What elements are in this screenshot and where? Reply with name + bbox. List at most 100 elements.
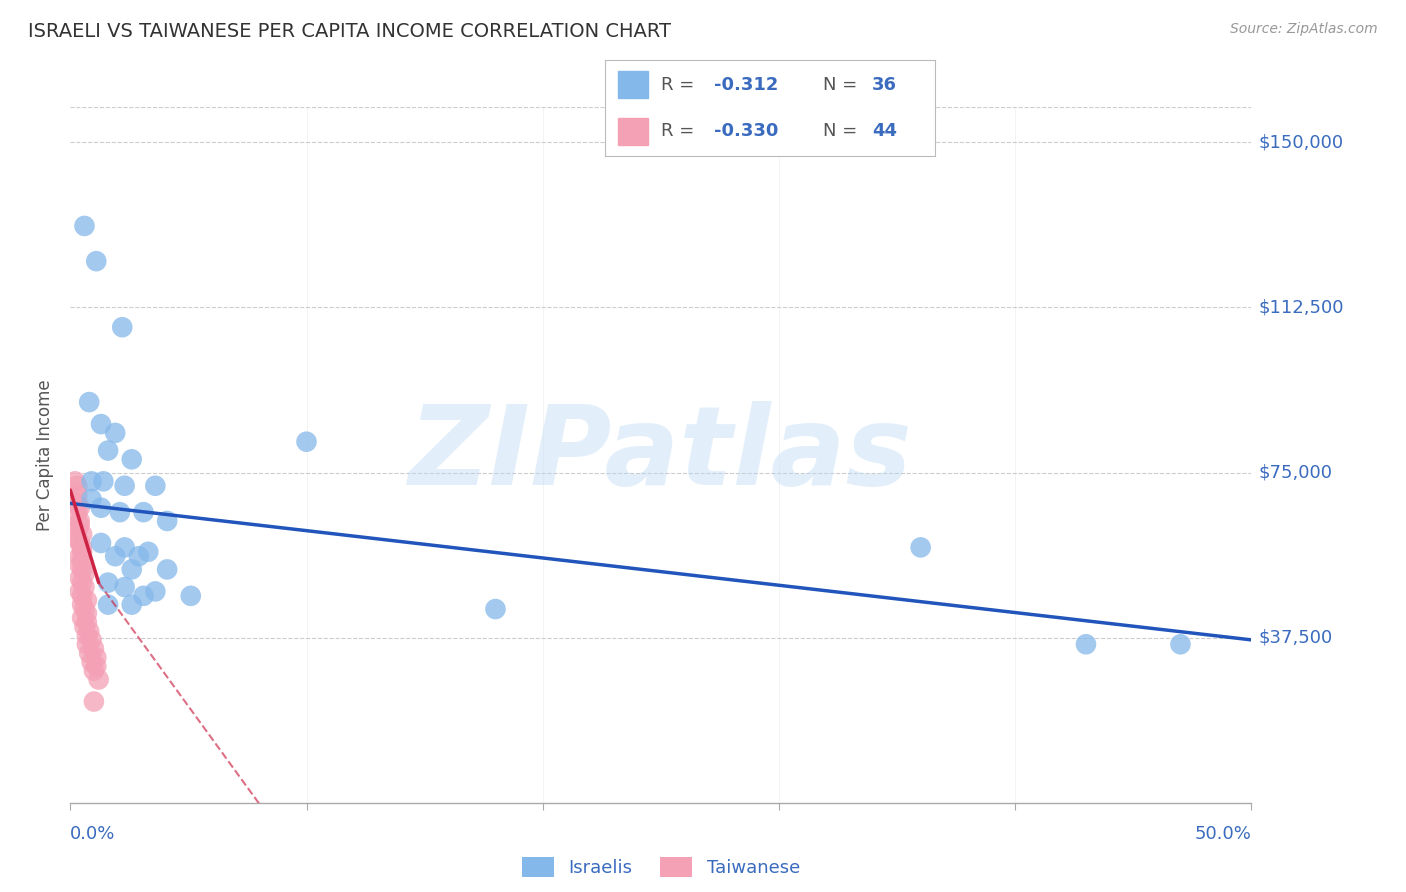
Point <box>73 620 96 634</box>
Point <box>80 475 103 489</box>
Point <box>77 624 100 638</box>
Text: $75,000: $75,000 <box>1258 464 1333 482</box>
Point <box>69 514 91 528</box>
Bar <box>617 71 648 98</box>
Point <box>70 598 93 612</box>
Point <box>132 589 155 603</box>
Text: ZIPatlas: ZIPatlas <box>409 401 912 508</box>
Point <box>90 500 112 515</box>
Point <box>70 553 93 567</box>
Point <box>77 395 100 409</box>
Point <box>84 659 107 673</box>
Point <box>111 320 134 334</box>
Point <box>114 479 136 493</box>
Point <box>121 452 143 467</box>
Point <box>128 549 150 564</box>
Point <box>156 514 179 528</box>
Point <box>69 558 91 572</box>
Point <box>63 475 86 489</box>
Point <box>70 545 93 559</box>
Text: Source: ZipAtlas.com: Source: ZipAtlas.com <box>1230 22 1378 37</box>
Point <box>76 628 98 642</box>
Bar <box>617 118 648 145</box>
Point <box>90 536 112 550</box>
Point <box>66 532 89 546</box>
Point <box>83 641 105 656</box>
Point <box>910 541 932 555</box>
Point <box>97 598 120 612</box>
Text: $150,000: $150,000 <box>1258 133 1344 152</box>
Point <box>76 637 98 651</box>
Point <box>66 505 89 519</box>
Point <box>114 580 136 594</box>
Point <box>84 650 107 665</box>
Point <box>108 505 131 519</box>
Point <box>70 589 93 603</box>
Point <box>93 475 115 489</box>
Point <box>156 562 179 576</box>
Point <box>121 562 143 576</box>
Point <box>1170 637 1192 651</box>
Text: 36: 36 <box>872 76 897 94</box>
Point <box>69 571 91 585</box>
Point <box>90 417 112 431</box>
Text: ISRAELI VS TAIWANESE PER CAPITA INCOME CORRELATION CHART: ISRAELI VS TAIWANESE PER CAPITA INCOME C… <box>28 22 671 41</box>
Text: -0.312: -0.312 <box>714 76 778 94</box>
Point <box>66 487 89 501</box>
Point <box>114 541 136 555</box>
Point <box>97 575 120 590</box>
Point <box>143 479 166 493</box>
Point <box>484 602 506 616</box>
Text: -0.330: -0.330 <box>714 122 778 140</box>
Point <box>73 602 96 616</box>
Point <box>69 584 91 599</box>
Text: 44: 44 <box>872 122 897 140</box>
Point <box>180 589 202 603</box>
Text: N =: N = <box>823 122 863 140</box>
Point <box>76 615 98 630</box>
Point <box>70 562 93 576</box>
Point <box>83 664 105 678</box>
Point <box>73 566 96 581</box>
Point <box>66 496 89 510</box>
Point <box>1074 637 1097 651</box>
Point <box>132 505 155 519</box>
Point <box>104 425 127 440</box>
Point <box>77 646 100 660</box>
Text: N =: N = <box>823 76 863 94</box>
Point <box>70 541 93 555</box>
Point <box>69 549 91 564</box>
Legend: Israelis, Taiwanese: Israelis, Taiwanese <box>515 850 807 884</box>
Point <box>73 219 96 233</box>
Point <box>76 607 98 621</box>
Text: R =: R = <box>661 76 700 94</box>
Point <box>66 523 89 537</box>
Point <box>83 694 105 708</box>
Point <box>87 673 110 687</box>
Point <box>80 491 103 506</box>
Point <box>69 536 91 550</box>
Point <box>80 655 103 669</box>
Point <box>76 593 98 607</box>
Point <box>295 434 318 449</box>
Point <box>80 632 103 647</box>
Point <box>70 611 93 625</box>
Point <box>73 580 96 594</box>
Text: $37,500: $37,500 <box>1258 629 1333 647</box>
Text: 0.0%: 0.0% <box>70 825 115 843</box>
Point <box>63 496 86 510</box>
Text: R =: R = <box>661 122 700 140</box>
Text: $112,500: $112,500 <box>1258 299 1344 317</box>
Point <box>143 584 166 599</box>
Y-axis label: Per Capita Income: Per Capita Income <box>37 379 55 531</box>
Point <box>70 575 93 590</box>
Point <box>97 443 120 458</box>
Point <box>121 598 143 612</box>
Point <box>136 545 159 559</box>
Point <box>104 549 127 564</box>
Point <box>69 500 91 515</box>
Text: 50.0%: 50.0% <box>1195 825 1251 843</box>
Point <box>84 254 107 268</box>
Point <box>66 479 89 493</box>
Point <box>69 518 91 533</box>
